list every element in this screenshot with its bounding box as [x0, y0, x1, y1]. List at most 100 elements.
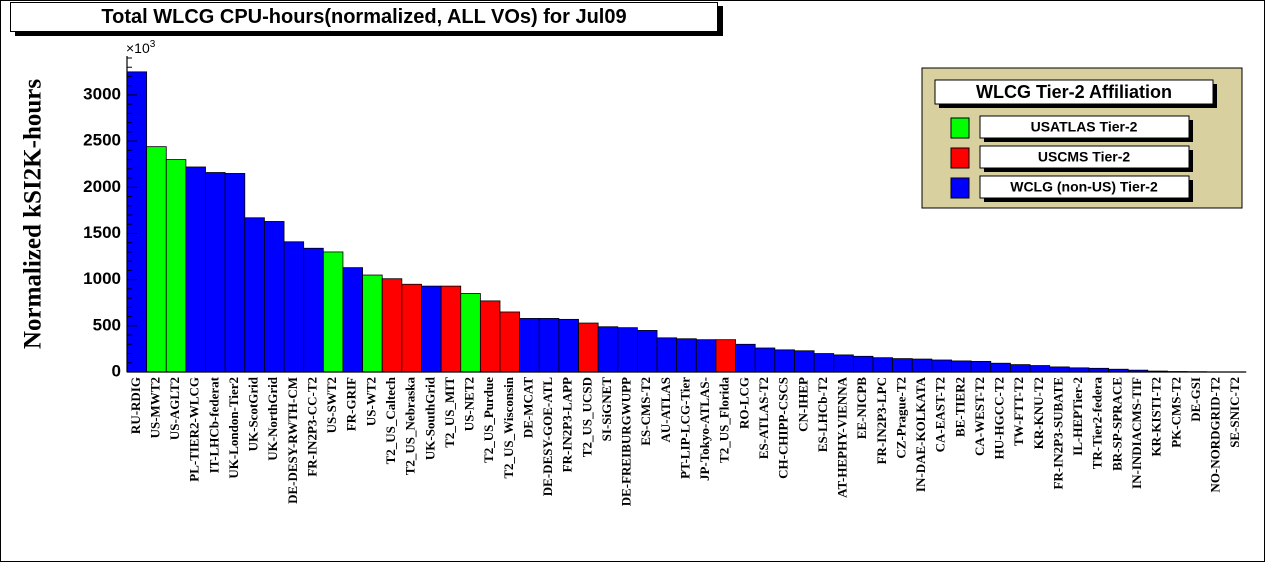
x-tick-label: UK-ScotGrid — [246, 376, 261, 451]
bar — [480, 301, 500, 372]
x-tick-label: ES-CMS-T2 — [638, 377, 653, 446]
x-tick-label: T2_US_MIT — [442, 377, 457, 448]
bar — [1030, 366, 1050, 372]
bar — [166, 160, 186, 372]
x-tick-label: SI-SiGNET — [599, 377, 614, 442]
x-tick-label: US-AGLT2 — [167, 377, 182, 440]
bar — [343, 268, 363, 372]
x-tick-label: CZ-Prague-T2 — [893, 377, 908, 459]
x-tick-label: FR-IN2P3-CC-T2 — [304, 377, 319, 477]
bar — [402, 284, 422, 372]
x-tick-label: US-MWT2 — [147, 377, 162, 438]
y-axis-label: Normalized kSI2K-hours — [20, 79, 47, 349]
x-tick-label: UK-NorthGrid — [265, 376, 280, 461]
bar — [559, 319, 579, 372]
x-tick-label: IL-HEPTier-2 — [1070, 377, 1085, 456]
x-tick-label: DE-FREIBURGWUPP — [619, 377, 634, 506]
bar — [598, 327, 618, 372]
x-tick-label: KR-KISTI-T2 — [1149, 377, 1164, 456]
x-tick-label: T2_US_Florida — [717, 377, 732, 463]
bar — [814, 354, 834, 372]
x-tick-label: US-NET2 — [462, 377, 477, 431]
legend-label-atlas: USATLAS Tier-2 — [1031, 119, 1138, 135]
bar — [618, 328, 638, 372]
x-tick-label: ES-LHCb-T2 — [815, 377, 830, 452]
x-tick-label: SE-SNIC-T2 — [1227, 377, 1242, 448]
bar — [579, 323, 599, 372]
bar — [304, 248, 324, 372]
x-tick-label: UK-SouthGrid — [422, 376, 437, 460]
y-tick-label: 500 — [93, 315, 121, 334]
y-tick-label: 0 — [112, 361, 121, 380]
bar — [382, 279, 402, 372]
bar — [363, 275, 383, 372]
bar — [225, 173, 245, 372]
bar — [127, 72, 147, 372]
x-tick-label: HU-HGCC-T2 — [992, 377, 1007, 459]
y-tick-label: 1500 — [83, 223, 121, 242]
x-tick-label: FR-GRIF — [344, 377, 359, 431]
x-tick-label: DE-DESY-GOE-ATL — [540, 377, 555, 497]
x-tick-labels: RU-RDIG US-MWT2 US-AGLT2 PL-TIER2-WLCG IT-LH… — [128, 376, 1242, 506]
x-tick-label: CN-IHEP — [795, 377, 810, 432]
legend-label-cms: USCMS Tier-2 — [1038, 149, 1131, 165]
x-tick-label: NO-NORDGRID-T2 — [1208, 377, 1223, 493]
x-tick-label: EE-NICPB — [854, 377, 869, 439]
bar — [1050, 367, 1070, 372]
bar — [245, 218, 265, 372]
bar — [716, 340, 736, 372]
x-tick-label: BE-TIER2 — [952, 377, 967, 437]
y-tick-label: 2500 — [83, 131, 121, 150]
x-tick-label: ES-ATLAS-T2 — [756, 377, 771, 459]
bar — [853, 356, 873, 372]
x-tick-label: RO-LCG — [736, 377, 751, 429]
chart-title: Total WLCG CPU-hours(normalized, ALL VOs… — [10, 2, 718, 32]
legend-swatch-atlas — [951, 118, 969, 138]
bar — [952, 361, 972, 372]
x-tick-label: T2_US_Nebraska — [403, 377, 418, 476]
legend-swatch-cms — [951, 148, 969, 168]
bar — [461, 294, 481, 373]
bar — [206, 173, 226, 372]
x-tick-label: RU-RDIG — [128, 377, 143, 434]
x-tick-label: PT-LIP-LCG-Tier — [677, 377, 692, 479]
x-tick-label: CA-EAST-T2 — [933, 377, 948, 452]
x-tick-label: T2_US_Purdue — [481, 377, 496, 463]
y-tick-label: 1000 — [83, 269, 121, 288]
x-tick-label: DE-DESY-RWTH-CM — [285, 377, 300, 504]
x-tick-label: T2_US_Caltech — [383, 376, 398, 464]
x-tick-label: PL-TIER2-WLCG — [187, 377, 202, 482]
bar — [736, 344, 756, 372]
x-tick-label: CA-WEST-T2 — [972, 377, 987, 456]
x-tick-label: TR-Tier2-federa — [1090, 377, 1105, 470]
x-tick-label: T2_US_UCSD — [579, 377, 594, 457]
legend-title: WLCG Tier-2 Affiliation — [976, 82, 1172, 102]
bar — [264, 221, 284, 372]
y-axis-multiplier: ×103 — [126, 39, 156, 56]
x-tick-label: TW-FTT-T2 — [1011, 377, 1026, 446]
bar — [893, 359, 913, 372]
x-tick-label: JP-Tokyo-ATLAS- — [697, 377, 712, 481]
bar — [520, 318, 540, 372]
bar — [775, 350, 795, 372]
x-tick-label: BR-SP-SPRACE — [1109, 377, 1124, 471]
x-tick-label: US-SWT2 — [324, 377, 339, 433]
x-tick-label: US-WT2 — [363, 377, 378, 426]
bar — [186, 167, 206, 372]
x-tick-label: T2_US_Wisconsin — [501, 376, 516, 478]
x-tick-label: FR-IN2P3-SUBATE — [1050, 377, 1065, 489]
bar — [1069, 368, 1089, 372]
x-tick-label: AU-ATLAS — [658, 377, 673, 443]
x-tick-label: IN-INDIACMS-TIF — [1129, 377, 1144, 489]
x-tick-label: IT-LHCb-federat — [206, 376, 221, 473]
bar — [755, 348, 775, 372]
x-tick-label: DE-MCAT — [520, 377, 535, 438]
bar — [1010, 365, 1030, 372]
bar — [912, 359, 932, 372]
bar — [637, 330, 657, 372]
bar — [323, 252, 343, 372]
